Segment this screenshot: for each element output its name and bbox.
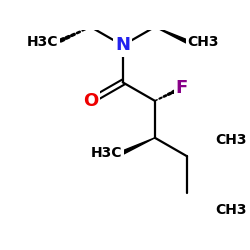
Polygon shape <box>155 27 188 43</box>
Text: CH3: CH3 <box>215 203 247 217</box>
Text: H3C: H3C <box>26 35 58 49</box>
Text: CH3: CH3 <box>188 35 219 49</box>
Text: H3C: H3C <box>91 146 123 160</box>
Text: CH3: CH3 <box>215 133 247 147</box>
Text: O: O <box>83 92 98 110</box>
Text: N: N <box>115 36 130 54</box>
Polygon shape <box>122 138 155 154</box>
Text: F: F <box>176 79 188 97</box>
